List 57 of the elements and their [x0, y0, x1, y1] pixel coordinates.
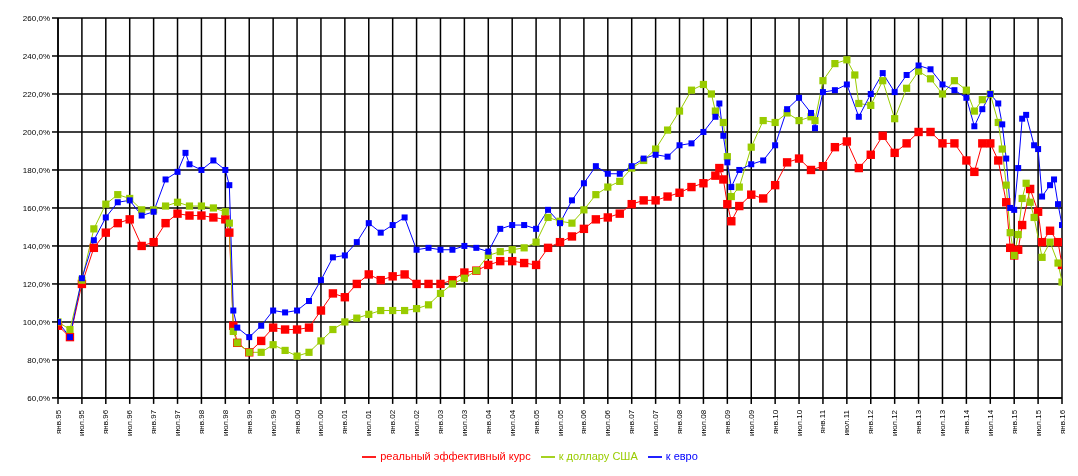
- x-tick-label: янв.09: [722, 409, 732, 435]
- x-tick-label: июл.00: [316, 409, 326, 436]
- x-tick-label: июл.01: [364, 409, 374, 436]
- x-tick-label: июл.06: [603, 409, 613, 436]
- legend-label: реальный эффективный курс: [380, 449, 531, 462]
- x-tick-label: июл.08: [698, 409, 708, 436]
- x-tick-label: июл.11: [842, 409, 852, 436]
- x-tick-label: янв.96: [101, 409, 111, 435]
- x-tick-label: июл.05: [555, 409, 565, 436]
- x-tick-label: июл.04: [507, 409, 517, 436]
- y-tick-label: 100,0%: [22, 317, 50, 327]
- x-tick-label: июл.95: [77, 409, 87, 436]
- x-tick-label: янв.98: [196, 409, 206, 435]
- x-tick-label: янв.05: [531, 409, 541, 435]
- x-tick-label: янв.01: [340, 409, 350, 435]
- x-tick-label: июл.98: [220, 409, 230, 436]
- x-tick-label: июл.96: [125, 409, 135, 436]
- x-tick-label: янв.97: [149, 409, 159, 435]
- x-tick-label: июл.97: [173, 409, 183, 436]
- x-tick-label: янв.95: [53, 409, 63, 435]
- y-tick-label: 200,0%: [22, 127, 50, 137]
- x-tick-label: июл.13: [937, 409, 947, 436]
- x-tick-label: янв.02: [388, 409, 398, 435]
- x-tick-label: янв.07: [627, 409, 637, 435]
- x-tick-label: июл.15: [1033, 409, 1043, 436]
- y-tick-label: 260,0%: [22, 13, 50, 23]
- x-tick-label: янв.16: [1057, 409, 1067, 435]
- legend-label: к доллару США: [558, 449, 638, 462]
- x-tick-label: июл.10: [794, 409, 804, 436]
- y-tick-label: 220,0%: [22, 89, 50, 99]
- x-tick-label: июл.03: [459, 409, 469, 436]
- x-tick-label: янв.03: [435, 409, 445, 435]
- y-tick-label: 140,0%: [22, 241, 50, 251]
- x-tick-label: июл.14: [985, 409, 995, 436]
- y-tick-label: 60,0%: [27, 393, 50, 403]
- x-tick-label: янв.99: [244, 409, 254, 435]
- x-tick-label: июл.12: [890, 409, 900, 436]
- y-tick-label: 240,0%: [22, 51, 50, 61]
- y-tick-label: 120,0%: [22, 279, 50, 289]
- x-tick-label: янв.15: [1009, 409, 1019, 435]
- x-tick-label: июл.99: [268, 409, 278, 436]
- x-tick-label: июл.07: [651, 409, 661, 436]
- x-tick-label: янв.04: [483, 409, 493, 435]
- x-tick-label: янв.12: [866, 409, 876, 435]
- y-tick-label: 80,0%: [27, 355, 50, 365]
- x-tick-label: янв.10: [770, 409, 780, 435]
- x-tick-label: янв.13: [914, 409, 924, 435]
- x-tick-label: янв.14: [961, 409, 971, 435]
- x-tick-label: янв.00: [292, 409, 302, 435]
- y-tick-label: 180,0%: [22, 165, 50, 175]
- legend-label: к евро: [665, 449, 698, 462]
- x-tick-label: янв.06: [579, 409, 589, 435]
- x-tick-label: янв.08: [675, 409, 685, 435]
- x-tick-label: июл.09: [746, 409, 756, 436]
- y-tick-label: 160,0%: [22, 203, 50, 213]
- x-tick-label: янв.11: [818, 409, 828, 434]
- x-tick-label: июл.02: [412, 409, 422, 436]
